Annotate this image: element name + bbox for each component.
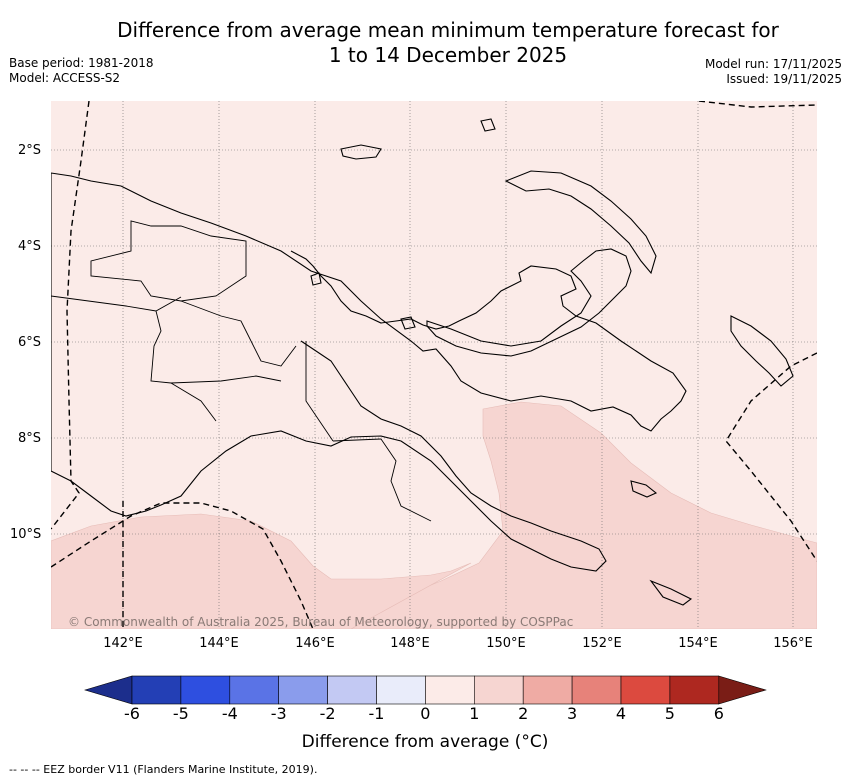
lon-label-156e: 156°E xyxy=(773,636,813,651)
lon-label-148e: 148°E xyxy=(390,636,430,651)
colorbar-segment xyxy=(473,675,524,705)
lat-label-4s: 4°S xyxy=(18,239,42,254)
model-run: Model run: 17/11/2025 xyxy=(704,57,842,71)
base-period: Base period: 1981-2018 xyxy=(9,56,154,70)
lat-label-6s: 6°S xyxy=(18,335,42,350)
provincial-borders xyxy=(51,220,432,522)
lon-label-146e: 146°E xyxy=(295,636,335,651)
eez-borders xyxy=(51,101,817,629)
colorbar-segment xyxy=(229,675,280,705)
colorbar-tick-label: 2 xyxy=(518,704,529,723)
meta-left: Base period: 1981-2018 Model: ACCESS-S2 xyxy=(9,56,154,86)
colorbar-segment xyxy=(278,675,328,705)
graticule xyxy=(51,101,817,629)
shading-1-to-2-southwest xyxy=(51,513,472,629)
lon-label-150e: 150°E xyxy=(486,636,526,651)
issued-date: Issued: 19/11/2025 xyxy=(726,72,842,86)
colorbar-tick-label: -4 xyxy=(221,704,238,723)
colorbar-segment xyxy=(620,675,671,705)
lat-label-10s: 10°S xyxy=(10,527,42,542)
lon-label-142e: 142°E xyxy=(103,636,143,651)
colorbar-segment xyxy=(522,675,573,705)
coastlines xyxy=(51,118,794,606)
colorbar-tick-label: -6 xyxy=(124,704,140,723)
colorbar-tick-label: 6 xyxy=(713,704,724,723)
colorbar-unit: °C xyxy=(521,732,542,752)
colorbar-extend-high xyxy=(718,675,767,705)
colorbar-segment xyxy=(669,675,720,705)
lon-label-152e: 152°E xyxy=(582,636,622,651)
colorbar-tick-label: -5 xyxy=(172,704,189,723)
colorbar-segment xyxy=(425,675,475,705)
colorbar-segment xyxy=(376,675,426,705)
colorbar-tick-label: 3 xyxy=(567,704,578,723)
model-name: Model: ACCESS-S2 xyxy=(9,71,121,85)
map: © Commonwealth of Australia 2025, Bureau… xyxy=(51,101,817,629)
lon-label-144e: 144°E xyxy=(199,636,239,651)
colorbar-segment xyxy=(327,675,377,705)
lon-label-154e: 154°E xyxy=(678,636,718,651)
colorbar-segment xyxy=(180,675,231,705)
colorbar-tick-label: -2 xyxy=(319,704,336,723)
colorbar xyxy=(84,675,767,705)
lat-label-8s: 8°S xyxy=(18,431,42,446)
colorbar-segment xyxy=(571,675,622,705)
lat-label-2s: 2°S xyxy=(18,143,42,158)
colorbar-tick-label: 4 xyxy=(615,704,627,723)
colorbar-tick-label: -1 xyxy=(368,704,385,723)
eez-legend: -- -- -- EEZ border V11 (Flanders Marine… xyxy=(9,763,318,776)
chart-title: Difference from average mean minimum tem… xyxy=(0,18,850,68)
colorbar-tick-label: 0 xyxy=(420,704,431,723)
colorbar-tick-label: 1 xyxy=(469,704,480,723)
colorbar-title: Difference from average (°C) xyxy=(0,732,850,752)
colorbar-extend-low xyxy=(84,675,133,705)
colorbar-title-end: ) xyxy=(541,732,549,752)
colorbar-title-text: Difference from average ( xyxy=(301,732,522,752)
title-line-1: Difference from average mean minimum tem… xyxy=(117,18,779,42)
colorbar-segment xyxy=(131,675,182,705)
map-credit: © Commonwealth of Australia 2025, Bureau… xyxy=(68,615,573,629)
colorbar-tick-label: -3 xyxy=(270,704,287,723)
colorbar-tick-label: 5 xyxy=(664,704,675,723)
meta-right: Model run: 17/11/2025 Issued: 19/11/2025 xyxy=(705,57,842,87)
title-line-2: 1 to 14 December 2025 xyxy=(328,43,568,67)
